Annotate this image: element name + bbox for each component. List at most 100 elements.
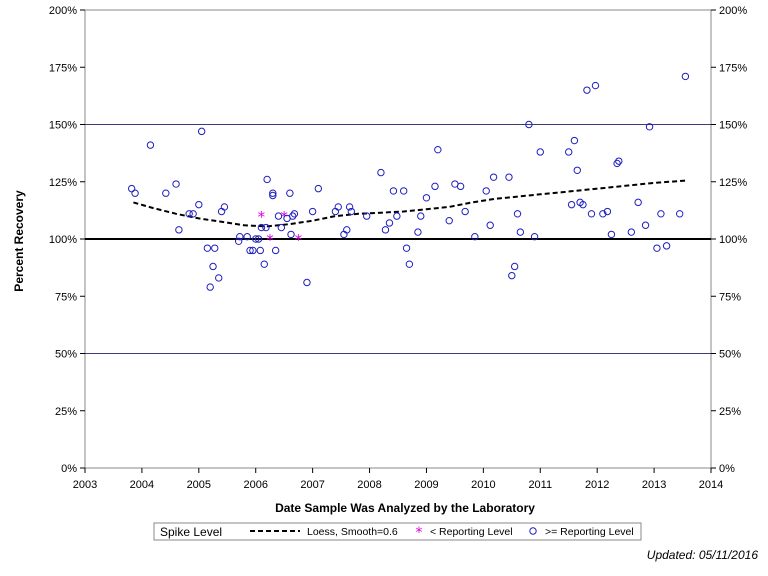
- reporting-point: [385, 219, 394, 227]
- below-reporting-point: *: [295, 231, 303, 249]
- reporting-point: [587, 210, 596, 218]
- reporting-point: [510, 262, 519, 271]
- y-tick-label-right: 150%: [719, 120, 747, 132]
- reporting-point: [287, 230, 295, 239]
- reporting-point: [256, 246, 264, 255]
- x-tick-label: 2014: [699, 479, 723, 491]
- x-tick-label: 2005: [187, 479, 211, 491]
- reporting-point: [445, 216, 453, 225]
- y-tick-label-right: 125%: [719, 177, 747, 189]
- reporting-point: [461, 207, 469, 216]
- legend-title: Spike Level: [160, 525, 222, 539]
- reporting-point: [269, 191, 277, 200]
- y-tick-label-right: 50%: [719, 349, 741, 361]
- legend: Spike Level Loess, Smooth=0.6 * < Reporting…: [153, 522, 642, 541]
- y-tick-label-left: 25%: [55, 406, 77, 418]
- y-tick-label-left: 50%: [55, 349, 77, 361]
- reporting-point: [249, 246, 257, 255]
- reporting-point: [271, 246, 280, 255]
- reporting-point: [681, 72, 690, 81]
- reporting-point: [434, 145, 442, 154]
- reporting-point: [211, 244, 219, 252]
- below-reporting-point: *: [266, 231, 274, 249]
- reporting-point: [482, 187, 490, 195]
- x-tick-label: 2013: [642, 479, 666, 491]
- reporting-point: [471, 233, 479, 241]
- reporting-point: [203, 244, 212, 252]
- reporting-point: [641, 221, 650, 229]
- reporting-point: [530, 233, 539, 241]
- y-tick-label-right: 100%: [719, 234, 747, 246]
- reporting-point: [570, 136, 579, 145]
- x-axis-title: Date Sample Was Analyzed by the Laborato…: [275, 501, 535, 515]
- y-axis-title: Percent Recovery: [12, 190, 26, 292]
- reporting-point: [627, 228, 636, 236]
- reporting-point: [634, 198, 642, 207]
- reporting-point: [236, 233, 244, 241]
- reporting-point: [206, 283, 214, 291]
- reporting-point: [162, 189, 170, 197]
- reporting-point: [431, 182, 439, 191]
- y-tick-label-right: 25%: [719, 406, 741, 418]
- reporting-point: [662, 242, 671, 250]
- reporting-point: [399, 187, 408, 195]
- reporting-point: [377, 168, 385, 177]
- y-tick-label-left: 75%: [55, 291, 77, 303]
- reporting-point: [516, 228, 525, 236]
- y-tick-label-left: 150%: [49, 120, 77, 132]
- reporting-point: [591, 81, 600, 90]
- reporting-point: [334, 203, 342, 211]
- reporting-point: [505, 173, 513, 181]
- reporting-point: [303, 278, 311, 287]
- y-tick-label-right: 200%: [719, 5, 747, 17]
- reporting-point: [422, 194, 431, 202]
- reporting-point: [175, 226, 183, 234]
- loess-line: [133, 179, 686, 228]
- reporting-point: [243, 233, 251, 241]
- reporting-point: [508, 271, 516, 280]
- reporting-point: [257, 223, 266, 232]
- reporting-point: [220, 203, 229, 211]
- reporting-point: [209, 262, 217, 271]
- reporting-point: [263, 175, 271, 184]
- reporting-point: [274, 212, 283, 220]
- reporting-point: [146, 141, 155, 149]
- reporting-point: [603, 207, 612, 216]
- reporting-point: [402, 244, 411, 252]
- reporting-point: [277, 223, 286, 232]
- updated-timestamp: Updated: 05/11/2016: [646, 548, 758, 562]
- reporting-point: [195, 200, 203, 209]
- reporting-point: [657, 210, 665, 218]
- reporting-point: [246, 246, 254, 255]
- reporting-point: [393, 212, 401, 220]
- y-tick-label-left: 0%: [61, 463, 77, 475]
- reporting-point: [567, 200, 576, 209]
- x-tick-label: 2003: [73, 479, 97, 491]
- reporting-point: [345, 203, 354, 211]
- y-tick-label-left: 100%: [49, 234, 77, 246]
- reporting-point: [290, 210, 299, 218]
- reporting-point: [381, 226, 390, 234]
- reporting-point: [565, 148, 573, 156]
- reporting-point: [308, 207, 317, 216]
- y-tick-label-left: 125%: [49, 177, 77, 189]
- reporting-point: [185, 210, 193, 218]
- y-tick-label-left: 200%: [49, 5, 77, 17]
- reporting-point: [347, 207, 356, 216]
- x-tick-label: 2011: [528, 479, 552, 491]
- y-tick-label-right: 0%: [719, 463, 735, 475]
- reporting-point: [573, 166, 581, 175]
- reporting-point: [645, 123, 654, 131]
- x-tick-label: 2010: [471, 479, 495, 491]
- reporting-point: [579, 200, 587, 209]
- legend-circle-swatch: [529, 527, 537, 535]
- x-tick-label: 2007: [300, 479, 324, 491]
- reporting-point: [653, 244, 661, 252]
- x-tick-label: 2004: [130, 479, 154, 491]
- reporting-point: [289, 212, 297, 220]
- reporting-point: [513, 210, 522, 218]
- reporting-point: [262, 223, 270, 232]
- reporting-point: [607, 230, 616, 239]
- y-tick-label-right: 175%: [719, 62, 747, 74]
- reporting-point: [269, 189, 277, 197]
